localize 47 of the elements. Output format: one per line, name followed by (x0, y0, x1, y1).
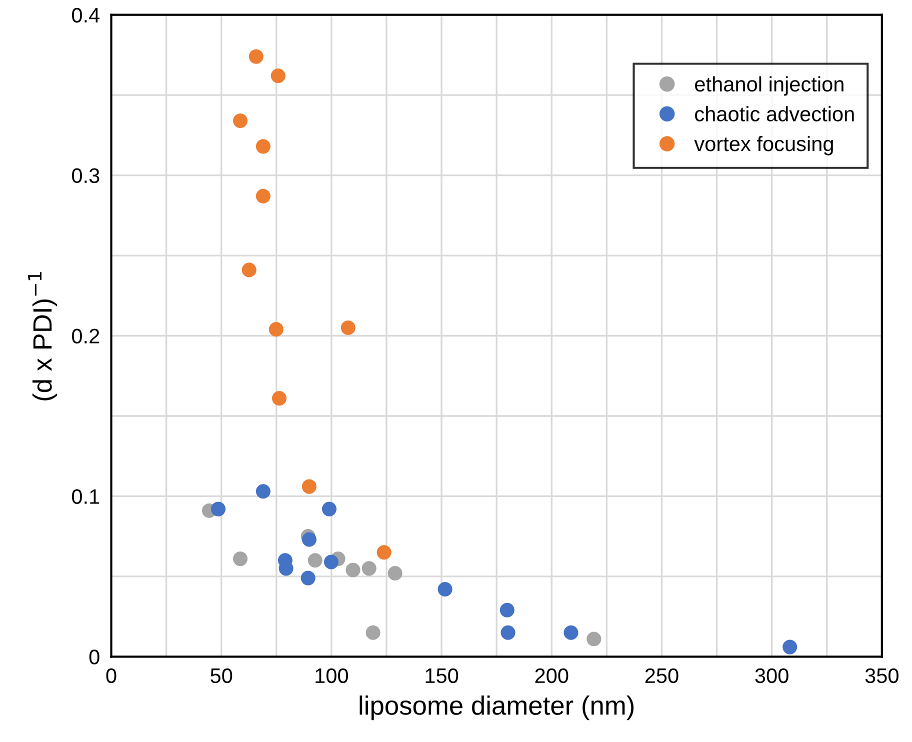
point (362, 561, 376, 576)
y-tick-label: 0.4 (72, 8, 100, 23)
point (322, 502, 337, 516)
point (272, 391, 287, 406)
x-tick-label: 350 (865, 668, 898, 684)
point (242, 262, 256, 278)
point (586, 632, 602, 646)
point (564, 625, 578, 640)
point (500, 625, 516, 640)
x-tick-label: 250 (645, 668, 678, 684)
x-tick-label: 50 (210, 668, 232, 684)
point (346, 562, 360, 578)
point (300, 570, 316, 586)
legend-label: ethanol injection (695, 76, 844, 96)
legend-label: chaotic advection (695, 106, 854, 122)
y-tick-label: 0 (89, 650, 100, 664)
point (256, 484, 270, 499)
x-tick-label: 150 (426, 668, 458, 684)
point (268, 322, 284, 337)
point (248, 49, 264, 64)
y-tick-label: 0.2 (72, 328, 100, 344)
point (366, 625, 380, 640)
y-tick-label: 0.3 (72, 168, 100, 184)
point (233, 113, 248, 128)
point (233, 552, 248, 566)
point (500, 602, 514, 618)
point (302, 532, 316, 547)
point (270, 68, 286, 84)
point (256, 188, 270, 204)
y-tick-label: 0.1 (72, 489, 100, 504)
point (376, 545, 392, 560)
point (438, 582, 452, 597)
point (302, 479, 316, 494)
x-tick-label: 0 (106, 668, 116, 684)
x-tick-label: 300 (755, 668, 788, 684)
point (388, 566, 402, 581)
y-axis-title: (d x PDI)$^{−1}$ (28, 272, 58, 400)
x-tick-label: 100 (316, 668, 348, 684)
x-axis-title: liposome diameter (nm) (360, 696, 634, 720)
point (210, 502, 226, 516)
x-tick-label: 200 (535, 668, 568, 684)
point (340, 320, 356, 336)
point (782, 640, 798, 654)
legend-label: vortex focusing (694, 136, 833, 156)
point (308, 553, 322, 568)
point (324, 554, 339, 570)
point (256, 139, 270, 154)
